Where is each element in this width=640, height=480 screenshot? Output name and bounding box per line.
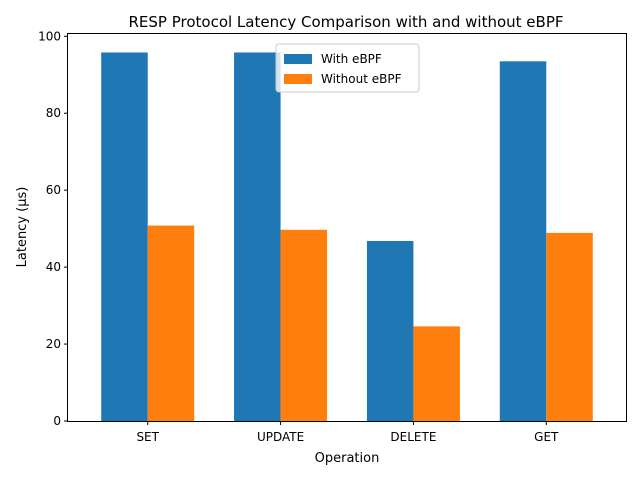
x-tick-label: UPDATE xyxy=(257,430,304,444)
legend-swatch xyxy=(284,74,312,84)
y-tick-label: 60 xyxy=(46,183,61,197)
y-tick-label: 40 xyxy=(46,260,61,274)
x-axis-label: Operation xyxy=(315,451,380,466)
plot-frame xyxy=(67,33,627,422)
bar-without-ebpf-delete xyxy=(413,326,460,421)
y-tick-label: 20 xyxy=(46,337,61,351)
bar-with-ebpf-update xyxy=(234,52,281,421)
x-axis-ticks: SET UPDATE DELETE GET xyxy=(136,421,559,444)
x-tick-label: GET xyxy=(534,430,559,444)
legend: With eBPF Without eBPF xyxy=(275,43,420,93)
bar-with-ebpf-get xyxy=(499,61,547,422)
chart-title: RESP Protocol Latency Comparison with an… xyxy=(128,13,563,31)
bar-with-ebpf-delete xyxy=(366,240,414,421)
bars-group xyxy=(101,52,593,422)
bar-without-ebpf-set xyxy=(147,225,195,421)
bar-without-ebpf-get xyxy=(546,232,593,421)
x-tick-label: SET xyxy=(136,430,159,444)
legend-swatch xyxy=(284,54,312,64)
bar-without-ebpf-update xyxy=(280,229,328,421)
y-axis-label: Latency (µs) xyxy=(15,187,30,268)
legend-label: With eBPF xyxy=(321,52,382,66)
y-axis-ticks: 0 20 40 60 80 100 xyxy=(38,29,68,428)
y-tick-label: 100 xyxy=(38,29,61,43)
bar-with-ebpf-set xyxy=(101,52,148,421)
x-tick-label: DELETE xyxy=(390,430,436,444)
y-tick-label: 80 xyxy=(46,106,61,120)
y-tick-label: 0 xyxy=(53,414,61,428)
legend-label: Without eBPF xyxy=(321,72,402,86)
